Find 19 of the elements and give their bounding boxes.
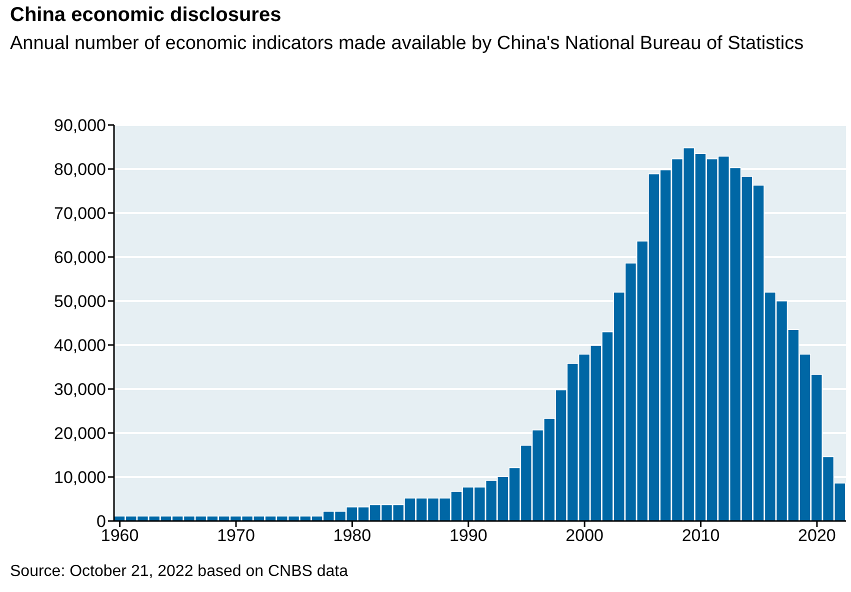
x-tick-label: 2020 — [798, 526, 836, 546]
x-tick-label: 2000 — [566, 526, 604, 546]
y-tick-label: 40,000 — [54, 336, 106, 356]
x-tick-label: 1990 — [449, 526, 488, 546]
x-tick-label: 1980 — [333, 526, 372, 546]
y-tick-label: 60,000 — [54, 248, 106, 268]
y-tick-label: 50,000 — [54, 292, 106, 312]
x-tick-label: 1970 — [217, 526, 255, 546]
x-tick-label: 1960 — [100, 526, 139, 546]
x-tick-label: 2010 — [682, 526, 720, 546]
y-tick-label: 10,000 — [54, 468, 106, 488]
chart-subtitle: Annual number of economic indicators made available by China's National Bureau of Statistics — [10, 32, 805, 56]
y-tick-label: 70,000 — [54, 204, 106, 224]
source-note: Source: October 21, 2022 based on CNBS data — [10, 563, 348, 581]
y-tick-label: 20,000 — [54, 424, 106, 444]
y-tick-label: 30,000 — [54, 380, 106, 400]
y-tick-label: 90,000 — [54, 116, 106, 136]
y-tick-label: 80,000 — [54, 160, 106, 180]
chart-title: China economic disclosures — [10, 4, 282, 27]
